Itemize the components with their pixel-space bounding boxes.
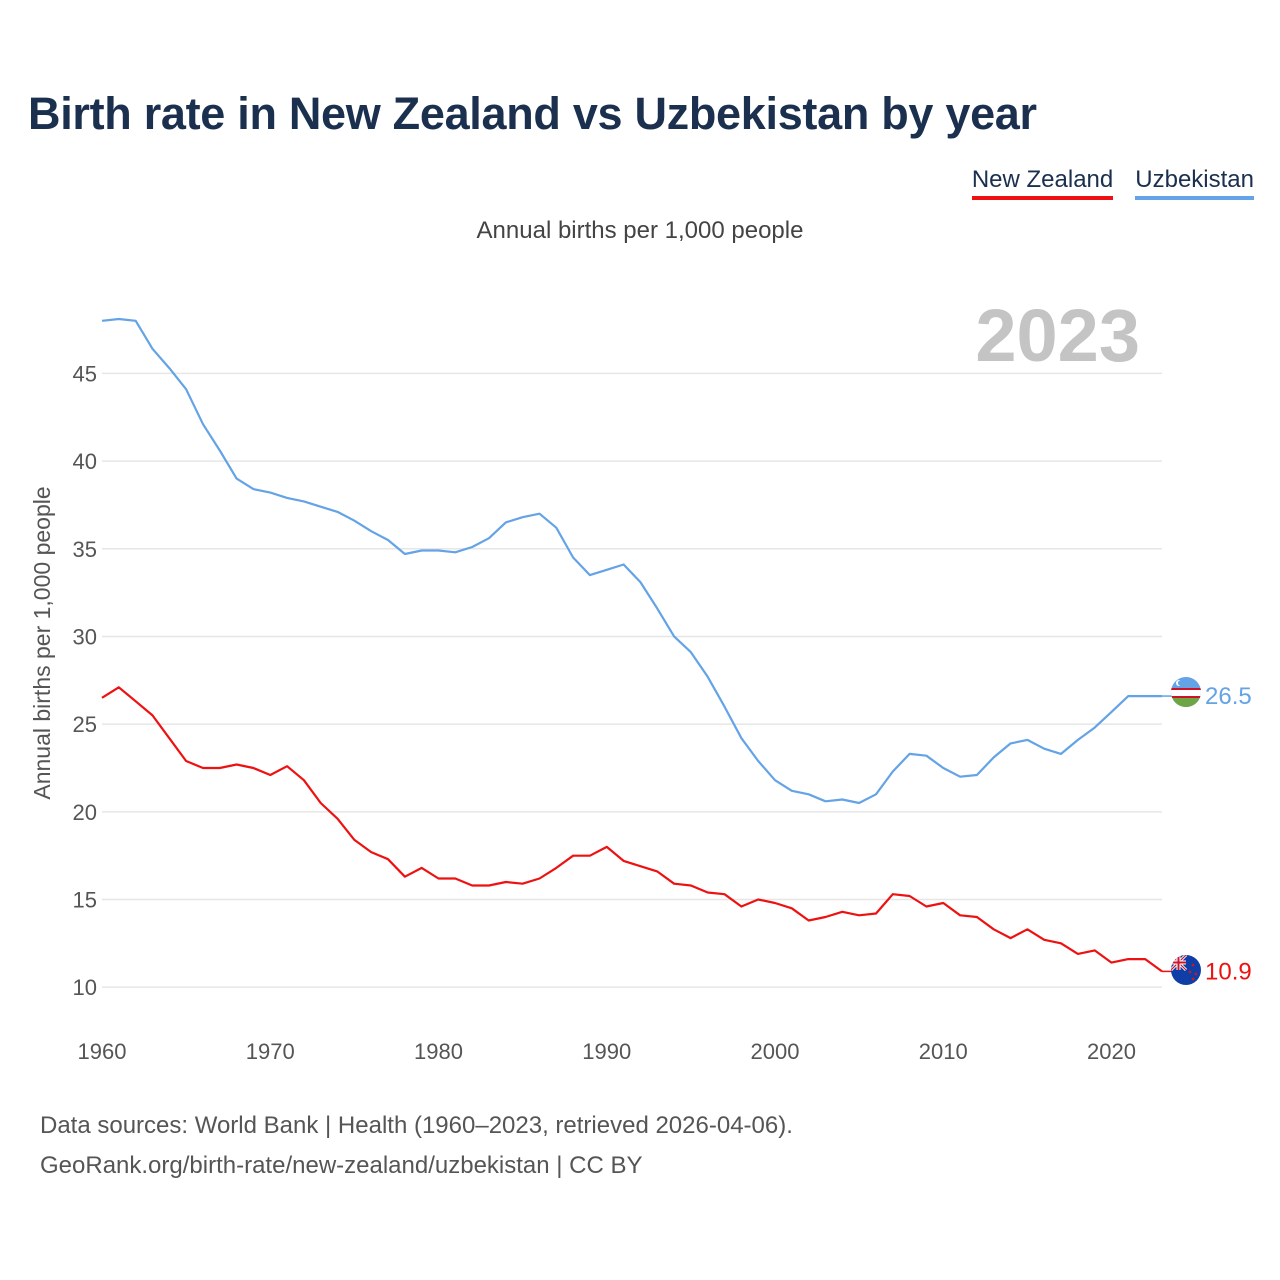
y-tick-label: 20 bbox=[73, 800, 97, 825]
source-link[interactable]: GeoRank.org/birth-rate/new-zealand/uzbek… bbox=[40, 1152, 643, 1179]
year-watermark: 2023 bbox=[975, 294, 1140, 377]
x-tick-label: 1990 bbox=[582, 1039, 631, 1064]
legend-item-uzbekistan[interactable]: Uzbekistan bbox=[1135, 166, 1254, 200]
legend-item-new-zealand[interactable]: New Zealand bbox=[971, 166, 1114, 200]
end-value-label-new-zealand: 10.9 bbox=[1205, 958, 1252, 985]
y-tick-label: 30 bbox=[73, 624, 97, 649]
y-tick-label: 40 bbox=[73, 449, 97, 474]
end-value-label-uzbekistan: 26.5 bbox=[1205, 683, 1252, 710]
y-tick-label: 45 bbox=[73, 361, 97, 386]
uzbekistan-flag-icon bbox=[1171, 677, 1201, 707]
chart-title: Birth rate in New Zealand vs Uzbekistan … bbox=[28, 88, 1037, 139]
series-line-uzbekistan bbox=[101, 317, 1162, 805]
x-tick-label: 2000 bbox=[751, 1039, 800, 1064]
y-tick-label: 10 bbox=[73, 975, 97, 1000]
footer: Data sources: World Bank | Health (1960–… bbox=[40, 1106, 793, 1186]
x-tick-label: 1980 bbox=[414, 1039, 463, 1064]
legend: New Zealand Uzbekistan bbox=[971, 166, 1254, 200]
x-tick-label: 2020 bbox=[1087, 1039, 1136, 1064]
y-axis-title: Annual births per 1,000 people bbox=[29, 486, 55, 799]
series-line-new-zealand bbox=[101, 686, 1163, 973]
x-tick-label: 1960 bbox=[78, 1039, 127, 1064]
data-source-note: Data sources: World Bank | Health (1960–… bbox=[40, 1112, 793, 1139]
y-tick-label: 25 bbox=[73, 712, 97, 737]
x-tick-label: 1970 bbox=[246, 1039, 295, 1064]
chart-subtitle: Annual births per 1,000 people bbox=[476, 217, 804, 244]
y-tick-label: 35 bbox=[73, 537, 97, 562]
new-zealand-flag-icon bbox=[1171, 955, 1201, 985]
x-tick-label: 2010 bbox=[919, 1039, 968, 1064]
y-tick-label: 15 bbox=[73, 888, 97, 913]
